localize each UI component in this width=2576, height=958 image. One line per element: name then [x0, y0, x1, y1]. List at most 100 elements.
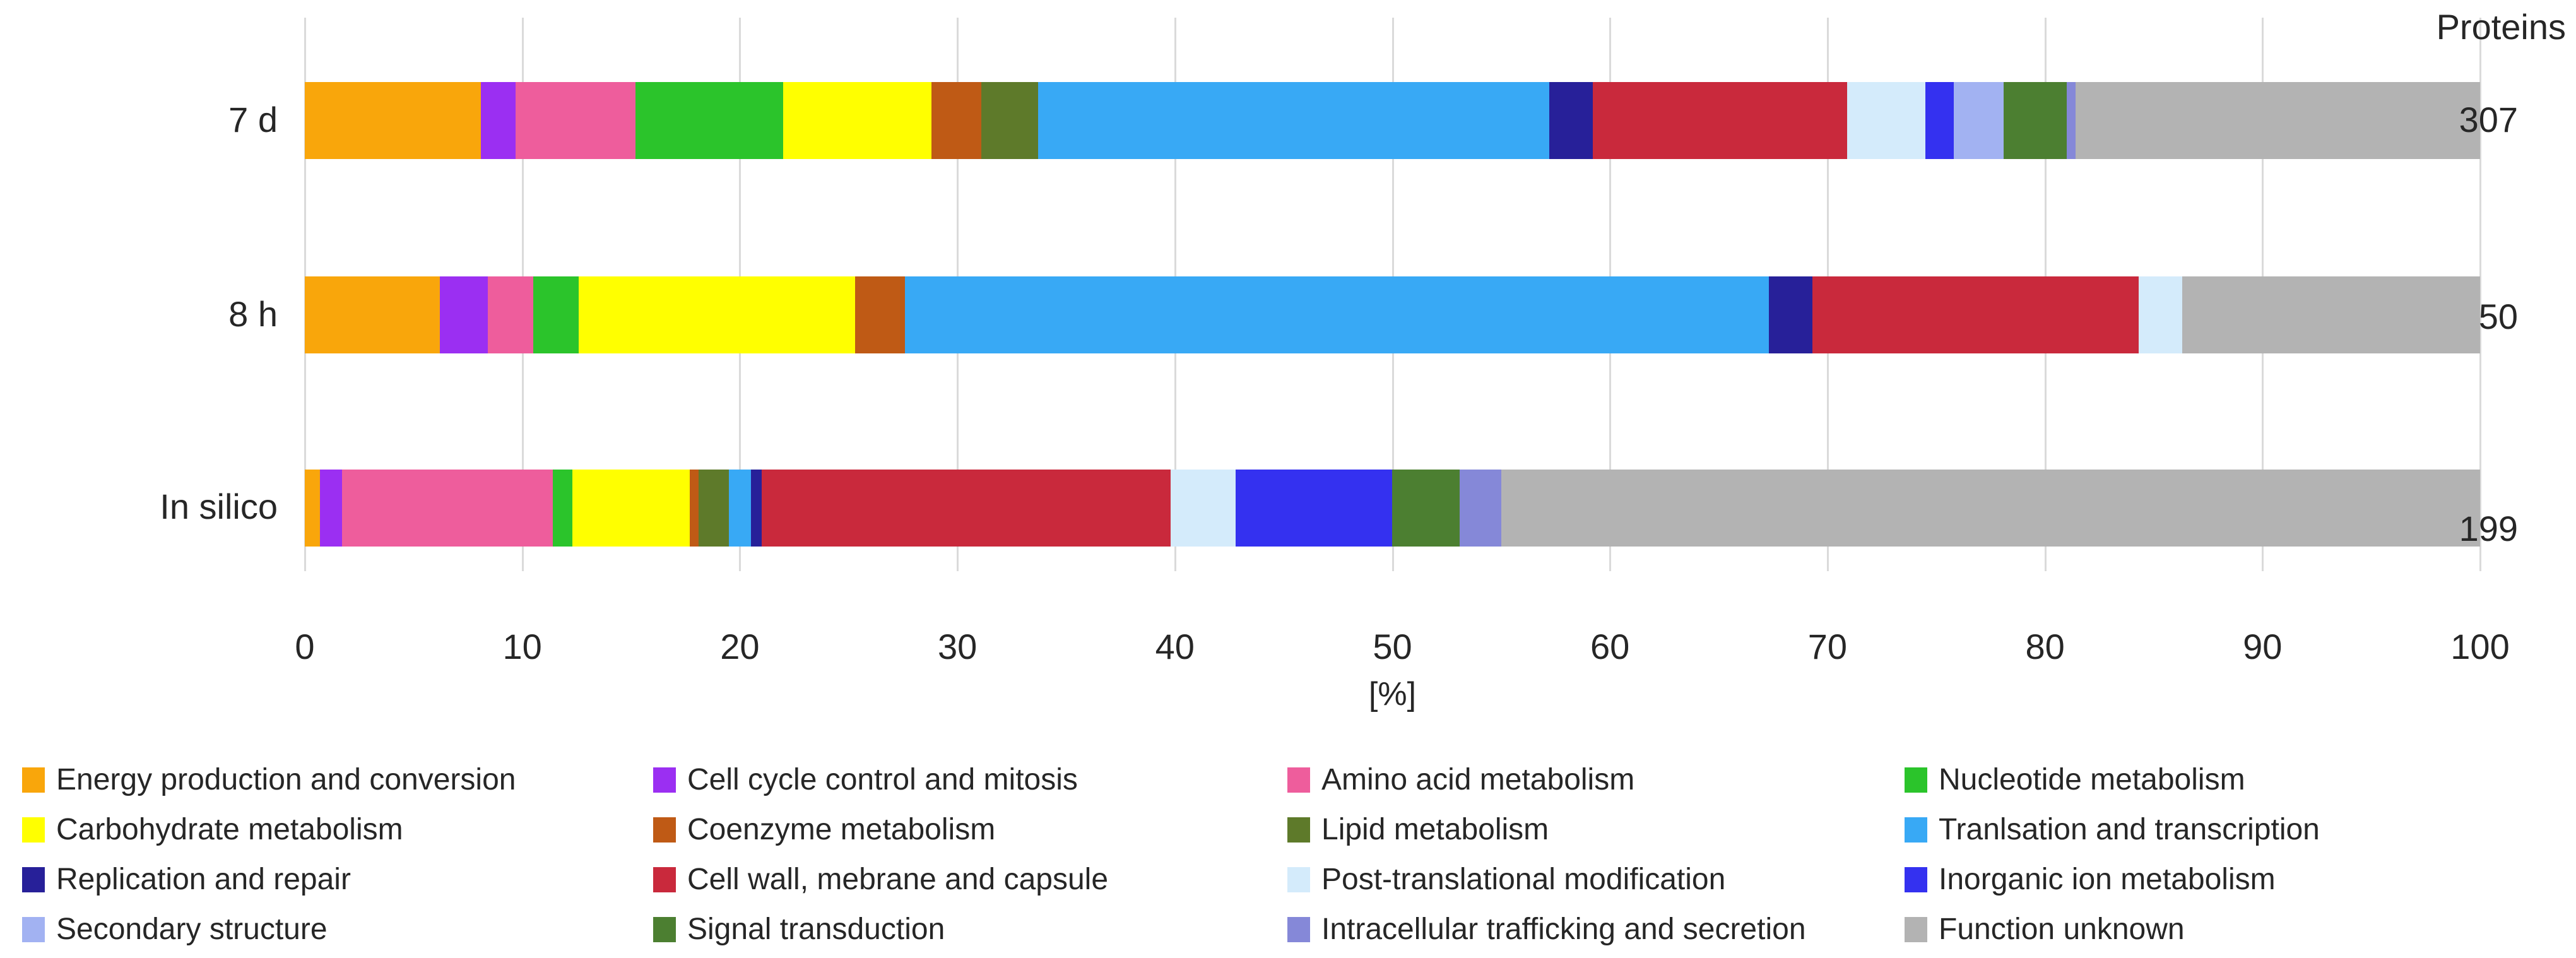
legend-item-label: Coenzyme metabolism — [687, 813, 996, 846]
legend-item-label: Secondary structure — [56, 913, 328, 946]
legend-item-label: Replication and repair — [56, 863, 351, 896]
legend-swatch-icon — [1287, 866, 1310, 892]
bar-row-label: In silico — [160, 487, 278, 526]
legend-item-label: Lipid metabolism — [1321, 813, 1549, 846]
bar-segment — [635, 82, 784, 159]
legend-swatch-icon — [1287, 767, 1310, 793]
legend-item-label: Post-translational modification — [1321, 863, 1726, 896]
proteins-header: Proteins — [2436, 7, 2566, 47]
bar-segment — [439, 276, 488, 353]
x-tick-label: 70 — [1807, 627, 1848, 666]
bar-segment — [1460, 470, 1501, 547]
legend-item: Carbohydrate metabolism — [22, 805, 653, 855]
bar-segment — [1392, 470, 1460, 547]
bar-segment — [729, 470, 751, 547]
legend-swatch-icon — [22, 866, 45, 892]
bar-segment — [1768, 276, 1812, 353]
bar-segment — [1592, 82, 1847, 159]
bar-segment — [572, 470, 690, 547]
bar-segment — [905, 276, 1769, 353]
legend-swatch-icon — [653, 866, 676, 892]
bar-segment — [305, 470, 321, 547]
legend-item: Secondary structure — [22, 904, 653, 954]
legend-item: Post-translational modification — [1287, 855, 1905, 904]
x-tick-label: 40 — [1155, 627, 1195, 666]
bar-segment — [690, 470, 699, 547]
bar-segment — [579, 276, 856, 353]
legend-item-label: Nucleotide metabolism — [1939, 763, 2245, 796]
bar-segment — [1812, 276, 2139, 353]
bar-row — [305, 470, 2480, 547]
legend-swatch-icon — [1905, 866, 1927, 892]
legend-item: Cell cycle control and mitosis — [653, 755, 1287, 805]
legend-item: Amino acid metabolism — [1287, 755, 1905, 805]
bar-segment — [761, 470, 1171, 547]
legend-swatch-icon — [1905, 767, 1927, 793]
legend-item-label: Cell wall, mebrane and capsule — [687, 863, 1109, 896]
bar-segment — [2075, 82, 2480, 159]
x-tick-label: 60 — [1590, 627, 1630, 666]
legend-swatch-icon — [1905, 916, 1927, 942]
bar-segment — [516, 82, 635, 159]
bar-segment — [1953, 82, 2004, 159]
legend-swatch-icon — [1287, 817, 1310, 843]
bar-segment — [1170, 470, 1236, 547]
legend-item-label: Energy production and conversion — [56, 763, 516, 796]
legend-item: Function unknown — [1905, 904, 2565, 954]
protein-count: 307 — [2459, 100, 2518, 139]
legend-item: Inorganic ion metabolism — [1905, 855, 2565, 904]
legend-swatch-icon — [22, 767, 45, 793]
bar-segment — [2003, 82, 2067, 159]
x-axis-label: [%] — [1368, 676, 1417, 713]
legend-item-label: Intracellular trafficking and secretion — [1321, 913, 1806, 946]
x-tick-label: 20 — [720, 627, 760, 666]
bar-segment — [341, 470, 553, 547]
legend-swatch-icon — [653, 767, 676, 793]
bar-row — [305, 82, 2480, 159]
bar-segment — [305, 82, 482, 159]
bar-row-label: 8 h — [228, 294, 278, 334]
bar-segment — [305, 276, 440, 353]
x-tick-label: 0 — [295, 627, 315, 666]
legend-item-label: Tranlsation and transcription — [1939, 813, 2320, 846]
x-tick-label: 50 — [1373, 627, 1412, 666]
bar-segment — [2066, 82, 2076, 159]
bar-segment — [2182, 276, 2480, 353]
legend-swatch-icon — [22, 817, 45, 843]
legend-swatch-icon — [653, 916, 676, 942]
legend-item: Tranlsation and transcription — [1905, 805, 2565, 855]
bar-segment — [698, 470, 730, 547]
legend-item: Replication and repair — [22, 855, 653, 904]
bar-segment — [1549, 82, 1593, 159]
legend-item: Intracellular trafficking and secretion — [1287, 904, 1905, 954]
bar-segment — [320, 470, 342, 547]
legend-swatch-icon — [22, 916, 45, 942]
gridline — [2479, 18, 2481, 571]
legend-item: Coenzyme metabolism — [653, 805, 1287, 855]
legend-item: Cell wall, mebrane and capsule — [653, 855, 1287, 904]
bar-segment — [931, 82, 981, 159]
x-tick-label: 10 — [502, 627, 542, 666]
bar-row — [305, 276, 2480, 353]
legend: Energy production and conversion Cell cyc… — [22, 755, 2565, 954]
legend-item-label: Function unknown — [1939, 913, 2185, 946]
x-tick-label: 30 — [937, 627, 978, 666]
legend-swatch-icon — [653, 817, 676, 843]
legend-item: Signal transduction — [653, 904, 1287, 954]
x-tick-label: 80 — [2025, 627, 2065, 666]
x-tick-label: 90 — [2243, 627, 2283, 666]
legend-item: Nucleotide metabolism — [1905, 755, 2565, 805]
bar-segment — [533, 276, 579, 353]
bar-segment — [1236, 470, 1393, 547]
bar-segment — [855, 276, 906, 353]
legend-swatch-icon — [1287, 916, 1310, 942]
bar-segment — [981, 82, 1038, 159]
legend-item-label: Inorganic ion metabolism — [1939, 863, 2276, 896]
bar-segment — [1501, 470, 2480, 547]
bar-segment — [1846, 82, 1925, 159]
x-tick-label: 100 — [2450, 627, 2510, 666]
bar-segment — [552, 470, 572, 547]
bar-segment — [1037, 82, 1549, 159]
legend-item: Energy production and conversion — [22, 755, 653, 805]
